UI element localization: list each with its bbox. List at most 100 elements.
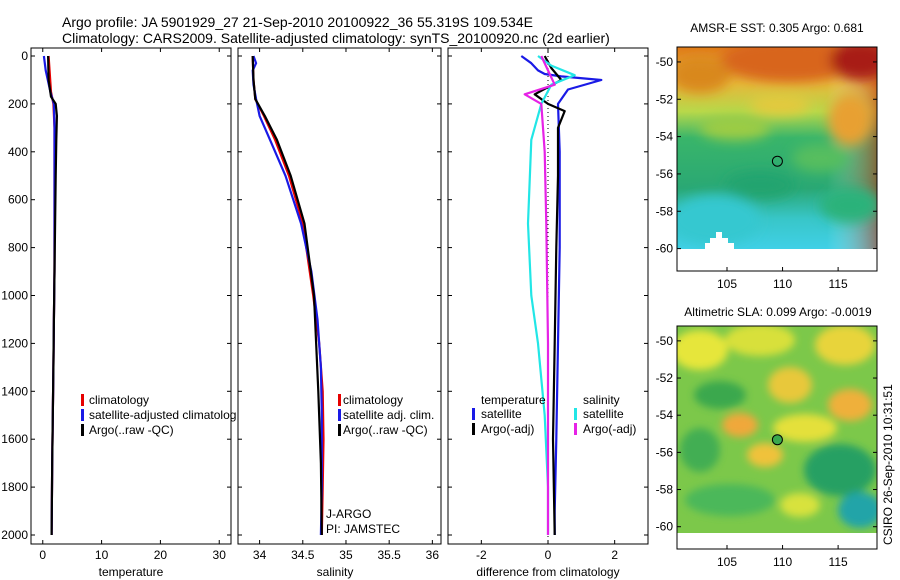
map-y-tick-label: -50 (656, 55, 674, 69)
legend-swatch-argo (338, 424, 341, 436)
x-tick-label: 35.5 (377, 548, 401, 562)
sst-no-data-notch (705, 232, 734, 249)
map-x-tick-label: 110 (773, 555, 792, 569)
salinity-y-tick-marks (238, 55, 441, 536)
temperature-series (42, 55, 59, 536)
legend-title-temperature: temperature (481, 393, 546, 407)
legend-label-climatology: climatology (89, 393, 149, 407)
map-y-tick-label: -50 (656, 334, 674, 348)
map-y-tick-label: -54 (656, 408, 674, 422)
y-tick-label: 2000 (1, 528, 28, 542)
y-tick-label: 800 (8, 241, 28, 255)
series-argo-raw-qc (47, 55, 59, 536)
float-program-annotation: J-ARGO (326, 507, 371, 521)
legend-label-satellite: satellite-adjusted climatolog (89, 408, 236, 422)
legend-swatch-satellite (338, 409, 341, 421)
sst-no-data-strip (677, 249, 877, 271)
map-y-tick-label: -52 (656, 92, 674, 106)
map-y-tick-label: -58 (656, 483, 674, 497)
map-x-tick-label: 115 (829, 555, 848, 569)
y-tick-label: 600 (8, 193, 28, 207)
map-y-tick-label: -60 (656, 242, 674, 256)
y-tick-label: 1000 (1, 289, 28, 303)
temperature-x-ticks: 0 10 20 30 (39, 48, 226, 562)
sla-no-data-strip (677, 533, 877, 549)
figure-title-line1: Argo profile: JA 5901929_27 21-Sep-2010 … (62, 14, 533, 30)
map-x-tick-label: 115 (829, 277, 848, 291)
y-tick-label: 1200 (1, 336, 28, 350)
y-tick-label: 0 (21, 49, 28, 63)
x-tick-label: 20 (154, 548, 168, 562)
map-x-tick-label: 105 (717, 555, 737, 569)
x-tick-label: 10 (95, 548, 109, 562)
legend-label-satellite: satellite adj. clim. (343, 408, 434, 422)
credit-timestamp: CSIRO 26-Sep-2010 10:31:51 (881, 384, 895, 545)
temperature-x-label: temperature (99, 565, 164, 579)
temperature-panel: 0 200 400 600 800 1000 1200 1400 1600 1800 2000 0 1… (1, 47, 236, 579)
legend-label-temp-argo: Argo(-adj) (481, 422, 534, 436)
x-tick-label: 0 (39, 548, 46, 562)
legend-label-temp-satellite: satellite (481, 407, 522, 421)
x-tick-label: 34.5 (291, 548, 315, 562)
difference-legend: temperature satellite Argo(-adj) salinit… (472, 393, 636, 436)
legend-label-sal-argo: Argo(-adj) (583, 422, 636, 436)
sst-argo-position-marker (771, 155, 783, 167)
y-tick-label: 1800 (1, 480, 28, 494)
y-tick-label: 200 (8, 97, 28, 111)
sst-map-title: AMSR-E SST: 0.305 Argo: 0.681 (690, 21, 864, 35)
map-y-tick-label: -52 (656, 371, 674, 385)
map-y-tick-label: -58 (656, 204, 674, 218)
legend-label-argo: Argo(..raw -QC) (343, 423, 428, 437)
map-y-tick-label: -54 (656, 130, 674, 144)
x-tick-label: 35 (339, 548, 353, 562)
legend-swatch-temp-satellite (472, 408, 475, 420)
legend-label-argo: Argo(..raw -QC) (89, 423, 174, 437)
series-salinity-satellite (526, 55, 576, 535)
legend-title-salinity: salinity (583, 393, 620, 407)
sla-map-frame (676, 325, 878, 550)
legend-swatch-climatology (81, 394, 84, 406)
sst-map-panel: AMSR-E SST: 0.305 Argo: 0.681 105 110 115 -… (656, 21, 878, 291)
x-tick-label: -2 (476, 548, 487, 562)
legend-label-climatology: climatology (343, 393, 403, 407)
x-tick-label: 0 (545, 548, 552, 562)
map-x-tick-label: 105 (717, 277, 737, 291)
series-temperature-argo-adj (533, 55, 566, 536)
x-tick-label: 2 (611, 548, 618, 562)
map-y-tick-label: -60 (656, 520, 674, 534)
legend-label-sal-satellite: satellite (583, 407, 624, 421)
sla-argo-position-marker (771, 434, 783, 446)
temperature-axes-frame (30, 47, 232, 545)
series-argo-raw-qc (251, 55, 323, 536)
salinity-panel: 34 34.5 35 35.5 36 salinity climatology sate… (237, 47, 442, 579)
x-tick-label: 30 (213, 548, 227, 562)
difference-panel: -2 0 2 difference from climatology tempera… (447, 47, 649, 579)
figure-title-line2: Climatology: CARS2009. Satellite-adjuste… (62, 30, 610, 46)
legend-swatch-satellite (81, 409, 84, 421)
series-salinity-argo-adj (523, 55, 556, 535)
legend-swatch-sal-argo (574, 423, 577, 435)
salinity-legend: climatology satellite adj. clim. Argo(..… (338, 393, 434, 437)
y-tick-label: 1400 (1, 384, 28, 398)
difference-series (520, 55, 603, 536)
series-temperature-satellite (520, 55, 603, 535)
salinity-series (251, 55, 325, 536)
sst-map-image (677, 47, 877, 249)
map-y-tick-label: -56 (656, 167, 674, 181)
float-pi-annotation: PI: JAMSTEC (326, 522, 400, 536)
map-y-tick-label: -56 (656, 445, 674, 459)
map-x-tick-label: 110 (773, 277, 792, 291)
salinity-x-label: salinity (317, 565, 354, 579)
sla-map-image (677, 326, 877, 533)
sla-map-panel: Altimetric SLA: 0.099 Argo: -0.0019 (656, 305, 878, 569)
x-tick-label: 34 (253, 548, 267, 562)
sst-map-ticks: 105 110 115 -50 -52 -54 -56 -58 -60 (656, 55, 877, 291)
y-tick-label: 1600 (1, 432, 28, 446)
y-tick-label: 400 (8, 145, 28, 159)
sst-map-frame (676, 46, 878, 272)
sla-map-ticks: 105 110 115 -50 -52 -54 -56 -58 -60 (656, 334, 877, 569)
temperature-legend: climatology satellite-adjusted climatolo… (81, 393, 236, 437)
salinity-x-ticks: 34 34.5 35 35.5 36 (253, 48, 439, 562)
legend-swatch-sal-satellite (574, 408, 577, 420)
